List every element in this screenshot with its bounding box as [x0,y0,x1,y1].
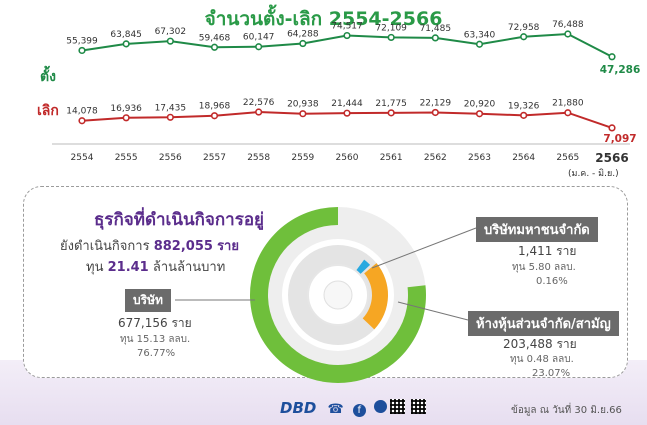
data-point-close [608,124,616,132]
twitter-icon [373,400,387,413]
data-point-close [564,109,572,117]
segment-capital-public: ทุน 5.80 ลลบ. [512,262,576,273]
segment-percent-company: 76.77% [137,348,176,359]
leader-line-public [371,227,477,269]
donut-center-dot [323,280,353,310]
line-chart: 55,399 63,845 67,302 59,468 60,147 64,288 74,5… [52,20,641,165]
data-point-close [122,114,130,122]
x-tick-label: 2563 [468,153,491,163]
x-tick-label: 2561 [380,153,403,163]
data-label-close: 22,129 [420,98,452,108]
data-date-note: ข้อมูล ณ วันที่ 30 มิ.ย.66 [511,405,622,416]
data-point-open [166,37,174,45]
data-label-open: 64,288 [287,30,319,40]
x-tick-label: 2559 [291,153,314,163]
x-tick-label: 2558 [247,153,270,163]
data-label-close: 16,936 [110,104,142,114]
data-label-open: 67,302 [155,27,187,37]
data-point-open [475,40,484,48]
x-tick-label: 2566 [595,151,628,165]
data-label-close: 20,920 [464,100,496,110]
data-point-open [78,46,86,55]
data-label-close: 7,097 [603,133,636,145]
segment-capital-partnership: ทุน 0.48 ลลบ. [510,354,574,365]
x-tick-label: 2560 [336,153,359,163]
panel-title: ธุรกิจที่ดำเนินกิจการอยู่ [94,210,264,230]
data-point-open [387,33,395,42]
panel-capital: ทุน 21.41 ล้านล้านบาท [86,260,226,275]
segment-label-public: บริษัทมหาชนจำกัด [476,217,598,242]
series-label-close: เลิก [37,103,59,119]
data-point-open [564,30,572,38]
data-label-open: 71,485 [420,24,452,34]
segment-percent-partnership: 23.07% [532,368,571,379]
segment-label-partnership: ห้างหุ้นส่วนจำกัด/สามัญ [468,311,619,336]
x-tick-label: 2556 [159,153,182,163]
data-point-close [166,113,174,121]
data-label-open: 63,845 [110,30,142,40]
data-label-open: 72,958 [508,23,540,33]
data-point-open [608,53,616,61]
x-tick-label: 2564 [512,153,535,163]
series-label-open: ตั้ง [40,69,56,85]
data-point-open [431,34,439,42]
data-point-close [299,110,307,118]
data-point-close [78,117,86,125]
data-label-open: 55,399 [66,36,98,46]
data-label-close: 21,880 [552,99,584,109]
data-label-close: 17,435 [155,103,187,113]
footer-logos: DBD ☎ f [252,398,387,420]
segment-capital-company: ทุน 15.13 ลลบ. [120,334,191,345]
data-label-close: 14,078 [66,107,98,117]
data-point-close [210,112,219,120]
data-point-close [475,110,484,118]
data-label-close: 22,576 [243,98,275,108]
qr-code-icon [411,399,426,414]
data-point-close [520,111,528,119]
data-label-close: 20,938 [287,100,319,110]
x-tick-label: 2562 [424,153,447,163]
leader-line-partnership [397,301,469,321]
chart-title: จำนวนตั้ง-เลิก 2554-2566 [204,8,443,30]
segment-label-company: บริษัท [125,289,171,312]
data-point-open [122,40,130,48]
data-point-open [210,43,219,51]
data-label-open: 59,468 [199,33,231,43]
data-label-close: 18,968 [199,102,231,112]
data-point-open [255,43,263,51]
dbd-logo: DBD [280,399,317,417]
x-tick-label: 2555 [115,153,138,163]
qr-code-icon [390,399,405,414]
segment-count-partnership: 203,488 ราย [503,337,577,351]
facebook-icon: f [352,404,366,417]
data-point-open [299,39,307,48]
data-point-open [520,33,528,41]
segment-count-public: 1,411 ราย [518,244,577,258]
x-tick-label: 2557 [203,153,226,163]
x-tick-label: 2565 [556,153,579,163]
data-point-close [431,108,439,117]
x-tick-label: 2554 [71,153,94,163]
segment-count-company: 677,156 ราย [118,316,192,330]
data-label-close: 21,444 [331,99,363,109]
data-point-close [343,109,351,117]
data-point-close [387,109,395,117]
data-point-open [343,31,351,40]
donut-slice-partnership [362,263,388,330]
data-label-open: 63,340 [464,30,496,40]
data-label-open: 74,517 [331,22,363,32]
data-label-close: 19,326 [508,101,540,111]
data-label-close: 21,775 [375,99,407,109]
phone-icon: ☎ [327,402,344,417]
data-label-open: 72,109 [375,23,407,33]
year-note: (ม.ค. - มิ.ย.) [568,169,619,179]
panel-active-count: ยังดำเนินกิจการ 882,055 ราย [60,239,239,254]
segment-percent-public: 0.16% [536,276,568,287]
data-label-open: 60,147 [243,33,275,43]
data-label-open: 47,286 [600,64,641,76]
data-label-open: 76,488 [552,20,584,30]
data-point-close [255,108,263,116]
